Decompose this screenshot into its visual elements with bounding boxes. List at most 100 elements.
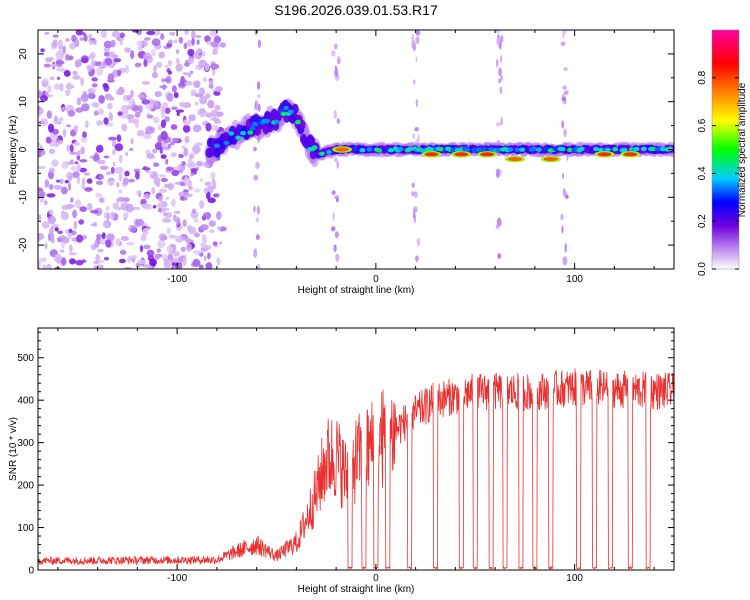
ridge-core bbox=[388, 148, 394, 153]
streak-blob bbox=[564, 242, 567, 253]
noise-speckle bbox=[57, 230, 63, 234]
noise-speckle bbox=[196, 39, 200, 45]
noise-speckle bbox=[57, 49, 64, 58]
noise-speckle bbox=[112, 161, 116, 166]
noise-speckle bbox=[165, 212, 173, 218]
noise-speckle bbox=[163, 183, 171, 188]
noise-speckle bbox=[96, 233, 102, 239]
noise-speckle bbox=[181, 145, 186, 150]
noise-speckle bbox=[167, 70, 173, 75]
noise-speckle bbox=[183, 237, 191, 242]
noise-speckle bbox=[82, 131, 87, 139]
noise-speckle bbox=[122, 197, 130, 203]
noise-speckle bbox=[86, 64, 92, 73]
figure-title: S196.2026.039.01.53.R17 bbox=[274, 2, 438, 18]
noise-speckle bbox=[81, 184, 85, 190]
noise-speckle bbox=[151, 48, 156, 57]
noise-speckle bbox=[135, 123, 140, 128]
noise-speckle bbox=[143, 58, 148, 68]
streak-blob bbox=[564, 90, 569, 95]
noise-speckle bbox=[143, 37, 151, 41]
noise-speckle bbox=[199, 178, 204, 183]
noise-speckle bbox=[151, 71, 158, 79]
hot-spot bbox=[543, 157, 558, 162]
noise-speckle bbox=[136, 190, 141, 196]
noise-speckle bbox=[47, 234, 52, 242]
noise-speckle bbox=[47, 215, 56, 225]
ridge-core bbox=[566, 147, 573, 153]
noise-speckle bbox=[94, 239, 100, 248]
noise-speckle bbox=[146, 30, 156, 36]
noise-speckle bbox=[161, 141, 168, 149]
noise-speckle bbox=[38, 90, 42, 98]
y-tick-label: 10 bbox=[18, 96, 29, 108]
streak-blob bbox=[415, 255, 419, 262]
noise-speckle bbox=[59, 83, 64, 92]
ridge-core bbox=[326, 149, 332, 155]
noise-speckle bbox=[117, 111, 123, 117]
noise-speckle bbox=[54, 115, 58, 122]
ridge-core bbox=[273, 119, 280, 124]
noise-speckle bbox=[81, 57, 89, 64]
noise-speckle bbox=[104, 57, 113, 66]
noise-speckle bbox=[141, 203, 150, 209]
noise-speckle bbox=[152, 148, 158, 154]
colorbar: 0.0 0.2 0.4 0.6 0.8 Normalized spectral ampl… bbox=[697, 29, 748, 276]
noise-speckle bbox=[163, 78, 171, 82]
noise-speckle bbox=[119, 249, 127, 255]
noise-speckle bbox=[53, 253, 63, 263]
noise-speckle bbox=[111, 30, 121, 38]
noise-speckle bbox=[180, 246, 186, 252]
noise-speckle bbox=[184, 176, 189, 186]
noise-speckle bbox=[38, 142, 41, 147]
noise-speckle bbox=[125, 151, 129, 157]
noise-speckle bbox=[106, 233, 115, 241]
noise-speckle bbox=[61, 186, 68, 195]
noise-speckle bbox=[137, 45, 143, 51]
ridge-core bbox=[240, 130, 247, 136]
streak-blob bbox=[257, 81, 261, 90]
noise-speckle bbox=[59, 235, 66, 242]
noise-speckle bbox=[182, 119, 192, 126]
noise-speckle bbox=[154, 142, 163, 151]
streak-blob bbox=[500, 54, 503, 64]
streak-blob bbox=[565, 194, 569, 199]
noise-speckle bbox=[161, 254, 168, 260]
noise-speckle bbox=[80, 77, 85, 86]
streak-blob bbox=[334, 195, 339, 200]
ridge-core bbox=[659, 146, 666, 152]
noise-speckle bbox=[203, 187, 209, 194]
noise-speckle bbox=[158, 51, 165, 59]
noise-speckle bbox=[96, 120, 104, 126]
noise-speckle bbox=[135, 218, 144, 226]
noise-speckle bbox=[103, 40, 113, 49]
noise-speckle bbox=[68, 252, 78, 256]
noise-speckle bbox=[187, 48, 195, 57]
noise-speckle bbox=[107, 73, 115, 82]
ridge-core bbox=[397, 147, 404, 152]
streak-blob bbox=[560, 213, 564, 221]
noise-speckle bbox=[207, 252, 211, 260]
noise-speckle bbox=[182, 72, 189, 76]
ridge-core bbox=[311, 145, 318, 150]
noise-speckle bbox=[43, 200, 48, 206]
noise-speckle bbox=[160, 130, 168, 140]
noise-speckle bbox=[44, 179, 50, 188]
noise-speckle bbox=[110, 211, 115, 220]
noise-speckle bbox=[137, 259, 147, 265]
ridge-core bbox=[514, 147, 521, 152]
streak-blob bbox=[564, 30, 567, 34]
noise-speckle bbox=[158, 174, 166, 178]
noise-speckle bbox=[57, 39, 63, 48]
ridge-core bbox=[407, 146, 414, 152]
noise-speckle bbox=[60, 178, 64, 185]
noise-speckle bbox=[118, 173, 123, 182]
noise-speckle bbox=[55, 60, 65, 65]
streak-blob bbox=[498, 67, 502, 77]
noise-speckle bbox=[71, 34, 77, 43]
streak-blob bbox=[495, 30, 500, 34]
noise-speckle bbox=[136, 40, 143, 46]
noise-speckle bbox=[75, 30, 83, 36]
colorbar-tick-label: 0.8 bbox=[697, 70, 708, 84]
ridge-core bbox=[287, 109, 294, 115]
